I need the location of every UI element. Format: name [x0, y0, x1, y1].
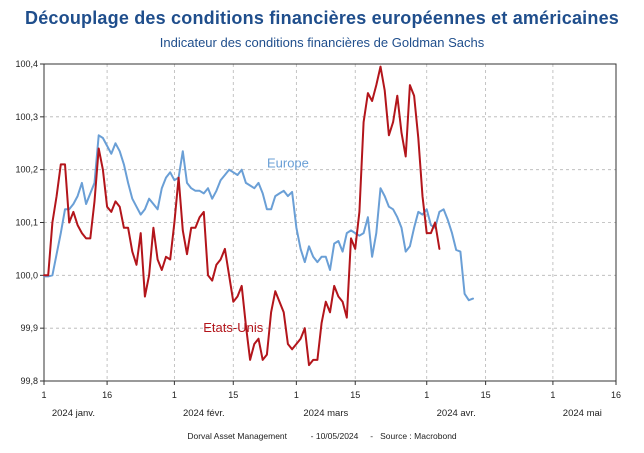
series-line-etats-unis [43, 65, 441, 367]
footer-date: - 10/05/2024 [310, 431, 359, 441]
x-tick-label: 16 [611, 390, 621, 400]
x-tick-label: 1 [294, 390, 299, 400]
series-lines [43, 65, 474, 367]
y-tick-label: 100,0 [15, 270, 38, 280]
series-label-etats-unis: Etats-Unis [203, 320, 263, 335]
x-month-label: 2024 mai [563, 408, 602, 419]
x-month-label: 2024 mars [303, 408, 348, 419]
x-tick-label: 1 [41, 390, 46, 400]
grid-lines [44, 64, 616, 381]
x-month-label: 2024 avr. [437, 408, 476, 419]
y-tick-label: 99,9 [20, 323, 38, 333]
chart-subtitle: Indicateur des conditions financières de… [159, 35, 485, 50]
x-month-label: 2024 janv. [52, 408, 95, 419]
y-tick-label: 100,1 [15, 218, 38, 228]
footer-source: Dorval Asset Management [187, 431, 288, 441]
y-tick-label: 99,8 [20, 376, 38, 386]
x-tick-label: 15 [228, 390, 238, 400]
footer-data-source: - Source : Macrobond [370, 431, 457, 441]
series-label-europe: Europe [267, 156, 309, 171]
y-axis: 99,8 99,9 100,0 100,1 100,2 100,3 100,4 [15, 59, 44, 386]
series-line-europe [43, 134, 474, 302]
chart-title: Découplage des conditions financières eu… [25, 8, 619, 28]
series-labels: Europe Etats-Unis [203, 156, 309, 335]
x-tick-label: 16 [102, 390, 112, 400]
x-tick-label: 1 [424, 390, 429, 400]
x-month-label: 2024 févr. [183, 408, 225, 419]
x-tick-label: 1 [550, 390, 555, 400]
x-tick-label: 15 [481, 390, 491, 400]
y-tick-label: 100,2 [15, 165, 38, 175]
x-tick-label: 1 [172, 390, 177, 400]
x-axis: 1 16 1 15 1 15 1 15 1 16 2024 janv. 2024 févr. 2024 … [41, 381, 621, 419]
x-tick-label: 15 [350, 390, 360, 400]
y-tick-label: 100,3 [15, 112, 38, 122]
chart-footer: Dorval Asset Management - 10/05/2024 - S… [0, 431, 644, 441]
y-tick-label: 100,4 [15, 59, 38, 69]
